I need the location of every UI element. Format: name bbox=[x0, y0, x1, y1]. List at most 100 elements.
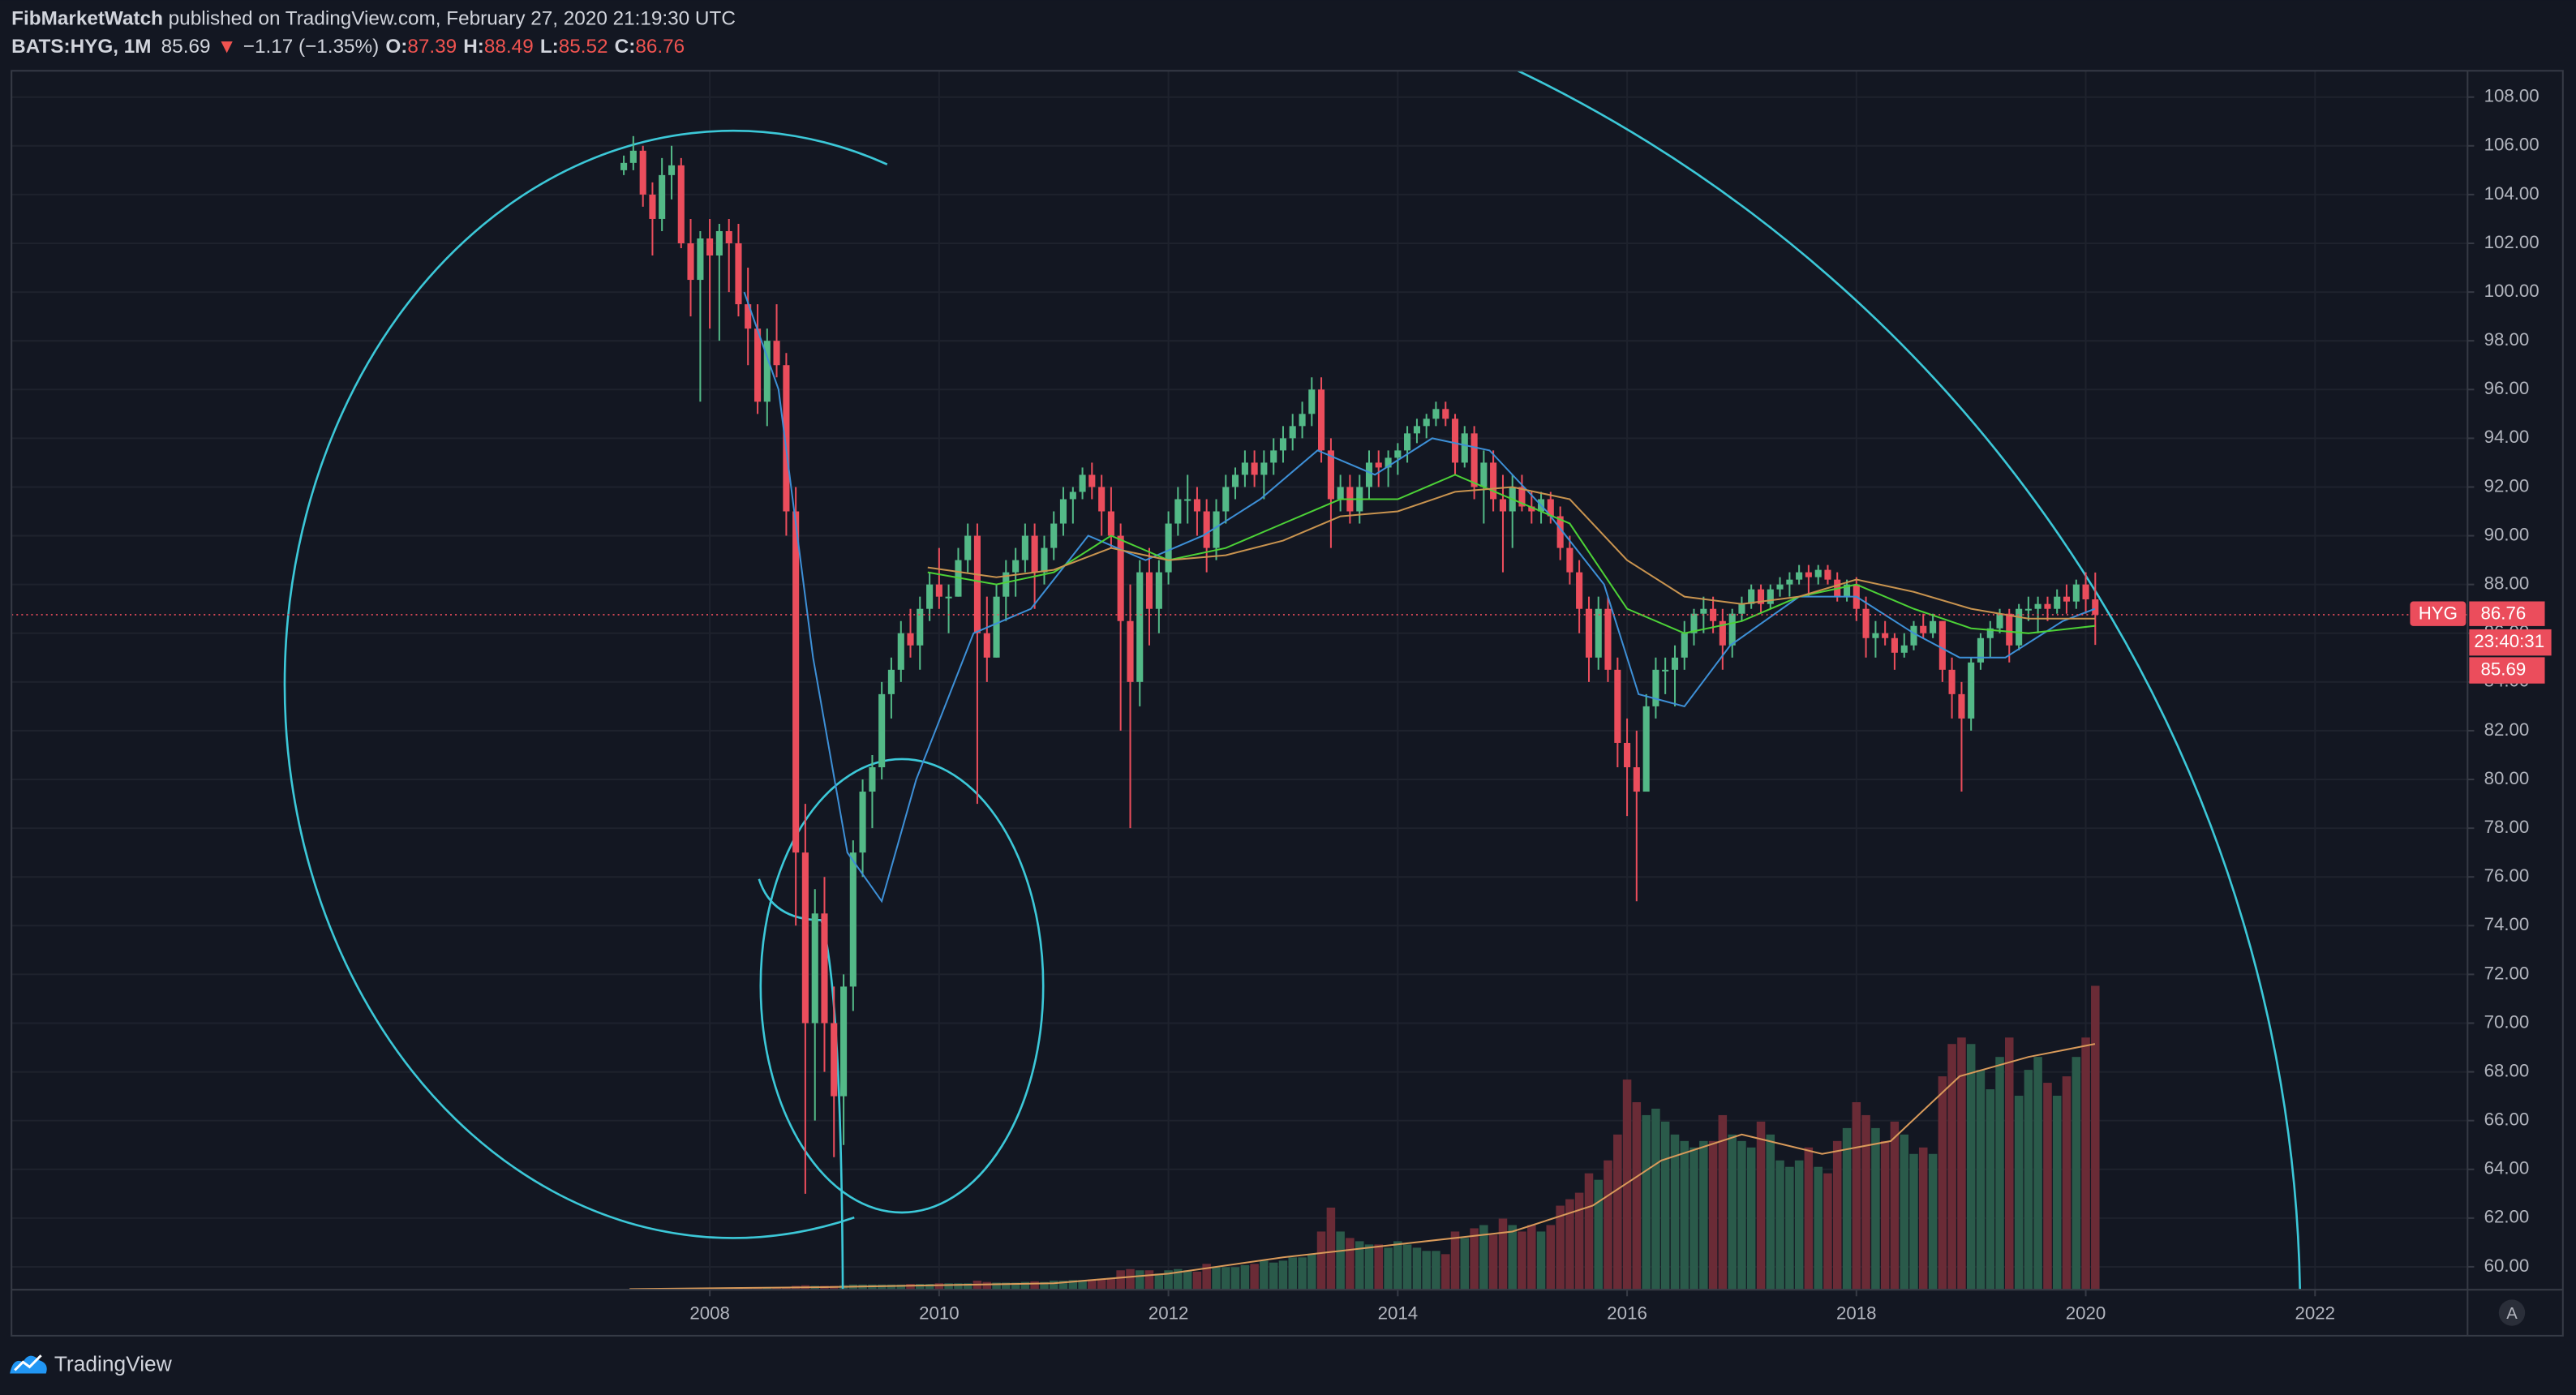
volume-bar bbox=[1250, 1264, 1259, 1290]
candle-body bbox=[1920, 625, 1927, 633]
volume-bar bbox=[963, 1283, 972, 1290]
candle-body bbox=[1165, 523, 1172, 573]
candle-body bbox=[1251, 462, 1258, 475]
candle-body bbox=[1308, 389, 1316, 414]
x-tick-label: 2018 bbox=[1836, 1303, 1877, 1323]
candle-body bbox=[973, 535, 981, 633]
y-tick-label: 70.00 bbox=[2484, 1011, 2530, 1032]
candle-body bbox=[1021, 535, 1028, 560]
published: published on TradingView.com, February 2… bbox=[163, 8, 736, 30]
candle-body bbox=[1556, 516, 1564, 548]
volume-bar bbox=[1126, 1268, 1135, 1290]
volume-bar bbox=[1441, 1254, 1450, 1290]
price: 85.69 bbox=[161, 36, 211, 58]
volume-bar bbox=[1355, 1241, 1364, 1290]
candle-body bbox=[1231, 474, 1239, 487]
volume-bar bbox=[868, 1284, 877, 1290]
candle-body bbox=[1528, 506, 1535, 512]
candle-body bbox=[897, 633, 904, 670]
volume-bar bbox=[1546, 1225, 1556, 1290]
candle-body bbox=[869, 766, 876, 792]
candle-body bbox=[2044, 603, 2051, 609]
candle-body bbox=[1681, 633, 1688, 658]
candle-body bbox=[1604, 608, 1612, 670]
volume-bar bbox=[1144, 1270, 1154, 1290]
volume-bar bbox=[1058, 1281, 1068, 1290]
x-tick-label: 2008 bbox=[689, 1303, 730, 1323]
volume-bar bbox=[1518, 1231, 1526, 1290]
volume-bar bbox=[753, 1287, 762, 1290]
volume-bar bbox=[1871, 1127, 1880, 1290]
candle-body bbox=[1948, 669, 1956, 694]
volume-bar bbox=[1746, 1147, 1756, 1290]
candle-body bbox=[1786, 579, 1793, 585]
volume-bar bbox=[1604, 1160, 1612, 1290]
candle-body bbox=[821, 913, 828, 1024]
scale-mode-button[interactable] bbox=[2498, 1299, 2526, 1326]
candle-body bbox=[1480, 462, 1488, 487]
volume-bar bbox=[1240, 1264, 1250, 1290]
volume-bar bbox=[1708, 1140, 1718, 1290]
candle-body bbox=[1270, 450, 1277, 463]
candle-body bbox=[1518, 487, 1526, 507]
candle-body bbox=[1652, 669, 1659, 706]
candle-body bbox=[1490, 462, 1497, 500]
volume-bar bbox=[1230, 1267, 1240, 1290]
volume-bar bbox=[1766, 1134, 1775, 1290]
candle-body bbox=[763, 341, 771, 402]
candle-body bbox=[706, 238, 714, 256]
volume-bar bbox=[2062, 1076, 2072, 1290]
candle-body bbox=[725, 230, 732, 243]
volume-bar bbox=[1584, 1173, 1594, 1290]
volume-bar bbox=[1307, 1254, 1316, 1290]
candle-body bbox=[926, 584, 934, 609]
candle-body bbox=[2063, 596, 2070, 602]
candle-body bbox=[1862, 608, 1870, 638]
volume-bar bbox=[1078, 1280, 1087, 1290]
candle-body bbox=[1289, 426, 1296, 439]
volume-bar bbox=[1632, 1101, 1642, 1290]
volume-bar bbox=[1106, 1277, 1116, 1290]
candle-body bbox=[773, 341, 780, 366]
ohlc-label: H: bbox=[463, 36, 484, 58]
moving-average bbox=[927, 486, 2095, 620]
symbol-badge bbox=[2410, 601, 2467, 626]
y-tick-label: 82.00 bbox=[2484, 719, 2530, 740]
change: −1.17 (−1.35%) bbox=[243, 36, 380, 58]
candle-body bbox=[1394, 450, 1402, 458]
candle-body bbox=[1585, 608, 1593, 658]
candle-body bbox=[1107, 511, 1114, 536]
volume-bar bbox=[1488, 1234, 1498, 1290]
fib-arc bbox=[759, 758, 1045, 1214]
volume-bar bbox=[1594, 1179, 1604, 1290]
candle-body bbox=[1900, 645, 1908, 653]
candle-body bbox=[2034, 603, 2041, 609]
candle-body bbox=[1824, 569, 1831, 580]
volume-bar bbox=[915, 1284, 925, 1290]
candle-body bbox=[1413, 426, 1420, 434]
candle-body bbox=[1624, 742, 1631, 767]
candle-body bbox=[859, 792, 866, 853]
candle-body bbox=[1547, 499, 1554, 517]
candle-body bbox=[1222, 487, 1230, 512]
ohlc-label: O: bbox=[385, 36, 407, 58]
candle-body bbox=[1938, 620, 1946, 670]
fib-spiral bbox=[283, 71, 2302, 1290]
volume-bar bbox=[2091, 985, 2100, 1290]
candle-body bbox=[964, 535, 972, 560]
candle-body bbox=[1470, 433, 1478, 487]
logo-line bbox=[14, 1354, 42, 1371]
candle-body bbox=[1145, 572, 1153, 609]
scale-mode-label[interactable]: A bbox=[2506, 1305, 2518, 1323]
volume-bar bbox=[1794, 1160, 1804, 1290]
volume-bar bbox=[1212, 1267, 1221, 1290]
candle-body bbox=[754, 328, 762, 402]
candle-body bbox=[878, 693, 886, 767]
volume-bar bbox=[992, 1282, 1001, 1290]
volume-bar bbox=[1852, 1101, 1861, 1290]
candle-body bbox=[887, 669, 895, 694]
author: FibMarketWatch bbox=[11, 8, 163, 30]
volume-bar bbox=[1680, 1140, 1689, 1290]
volume-bar bbox=[1756, 1121, 1766, 1290]
candle-body bbox=[697, 238, 704, 281]
